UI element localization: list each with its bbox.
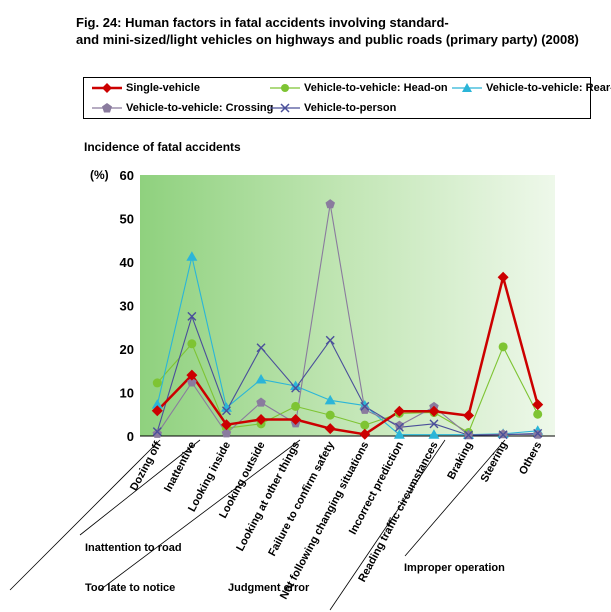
data-point <box>187 339 197 349</box>
y-tick-label: 50 <box>120 212 134 227</box>
group-separator <box>329 439 446 611</box>
x-tick-label: Looking at other things <box>234 440 302 554</box>
y-tick-label: 0 <box>127 429 134 444</box>
legend-swatch-rear-end <box>452 83 482 92</box>
data-point <box>187 311 197 321</box>
legend-label-single-vehicle: Single-vehicle <box>126 82 200 94</box>
title-line-2: and mini-sized/light vehicles on highway… <box>76 32 579 47</box>
legend-label-person: Vehicle-to-person <box>304 102 397 114</box>
group-separator <box>79 439 201 536</box>
legend-label-rear-end: Vehicle-to-vehicle: Rear-end <box>486 82 611 94</box>
data-point <box>255 373 267 384</box>
data-point <box>291 383 301 393</box>
data-point <box>220 419 232 431</box>
legend-item-head-on: Vehicle-to-vehicle: Head-on <box>270 82 448 94</box>
data-point <box>393 429 405 439</box>
legend-swatch-crossing <box>92 103 122 113</box>
data-point <box>360 404 370 414</box>
legend-label-crossing: Vehicle-to-vehicle: Crossing <box>126 102 274 114</box>
data-point <box>324 423 336 435</box>
x-tick-label: Braking <box>445 440 475 482</box>
data-point <box>532 399 544 411</box>
data-point <box>256 397 266 407</box>
data-point <box>221 428 232 438</box>
data-point <box>463 410 475 422</box>
chart-title: Fig. 24: Human factors in fatal accident… <box>76 14 606 48</box>
data-point <box>533 409 543 419</box>
data-point <box>325 335 335 345</box>
data-point <box>220 402 232 412</box>
data-point <box>221 406 231 416</box>
group-separator <box>9 439 161 591</box>
group-label-too-late: Too late to notice <box>85 582 176 594</box>
group-label-improper: Improper operation <box>404 562 505 574</box>
data-point <box>498 342 508 352</box>
legend-item-person: Vehicle-to-person <box>270 102 396 114</box>
series-line <box>156 315 538 436</box>
data-point <box>428 429 440 439</box>
data-point <box>152 428 162 438</box>
data-point <box>325 199 335 209</box>
data-point <box>429 419 439 429</box>
y-axis-title: Incidence of fatal accidents <box>84 140 241 154</box>
data-point <box>359 428 371 440</box>
data-point <box>393 405 405 417</box>
x-tick-label: Others <box>517 440 544 477</box>
data-point <box>186 251 198 261</box>
data-point <box>394 422 404 432</box>
data-point <box>255 413 267 425</box>
data-point <box>186 369 198 381</box>
group-label-inattention: Inattention to road <box>85 542 182 554</box>
data-point <box>151 405 163 417</box>
data-point <box>464 430 474 440</box>
y-tick-label: 60 <box>120 168 134 183</box>
x-tick-label: Steering <box>479 440 510 484</box>
data-point <box>428 405 440 417</box>
y-axis-unit: (%) <box>90 168 109 182</box>
data-point <box>394 420 405 430</box>
data-point <box>533 428 543 438</box>
data-point <box>152 427 162 437</box>
y-tick-label: 40 <box>120 255 134 270</box>
legend-item-crossing: Vehicle-to-vehicle: Crossing <box>92 102 273 114</box>
legend-swatch-single-vehicle <box>92 83 122 93</box>
data-point <box>324 394 336 405</box>
legend-swatch-head-on <box>270 84 300 92</box>
data-point <box>256 343 266 353</box>
data-point <box>325 410 335 420</box>
data-point <box>360 401 370 411</box>
legend-swatch-person <box>270 103 300 113</box>
y-tick-label: 20 <box>120 342 134 357</box>
series-line <box>156 343 539 434</box>
data-point <box>290 413 302 425</box>
data-point <box>152 378 162 388</box>
legend-item-single-vehicle: Single-vehicle <box>92 82 200 94</box>
group-separator <box>404 439 506 557</box>
series-line <box>156 275 539 436</box>
y-tick-label: 10 <box>120 386 134 401</box>
x-tick-label: Inattentive <box>162 440 198 494</box>
data-point <box>187 377 197 387</box>
data-point <box>291 401 301 411</box>
data-point <box>290 380 302 390</box>
data-point <box>497 271 509 283</box>
y-tick-label: 30 <box>120 299 134 314</box>
legend-label-head-on: Vehicle-to-vehicle: Head-on <box>304 82 448 94</box>
title-line-1: Fig. 24: Human factors in fatal accident… <box>76 15 449 30</box>
group-separator <box>99 439 301 591</box>
data-point <box>360 420 370 430</box>
legend-item-rear-end: Vehicle-to-vehicle: Rear-end <box>452 82 611 94</box>
legend: Single-vehicle Vehicle-to-vehicle: Head-… <box>83 77 611 119</box>
group-label-judgment: Judgment error <box>228 582 310 594</box>
data-point <box>498 430 508 440</box>
data-point <box>151 399 163 409</box>
